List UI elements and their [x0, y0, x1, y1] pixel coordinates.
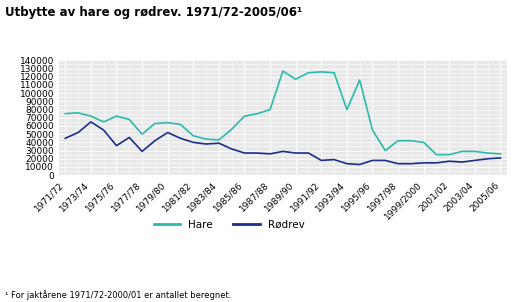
Text: ¹ For jaktårene 1971/72-2000/01 er antallet beregnet.: ¹ For jaktårene 1971/72-2000/01 er antal…: [5, 291, 231, 300]
Text: Utbytte av hare og rødrev. 1971/72-2005/06¹: Utbytte av hare og rødrev. 1971/72-2005/…: [5, 6, 302, 19]
Legend: Hare, Rødrev: Hare, Rødrev: [150, 216, 309, 234]
